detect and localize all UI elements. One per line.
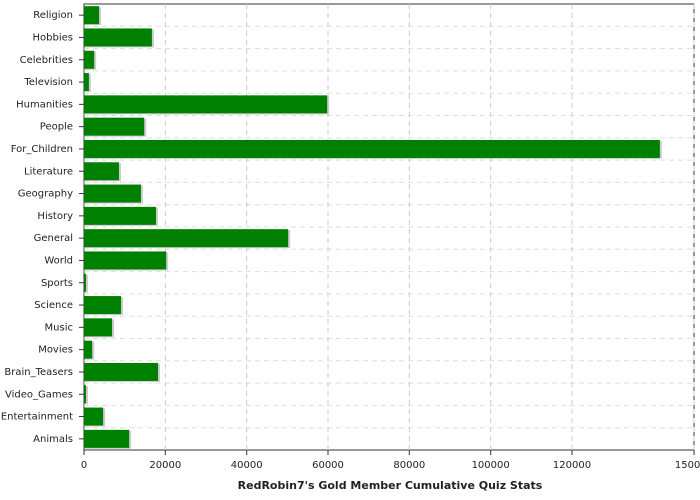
- bar: [84, 318, 113, 337]
- bar: [84, 251, 167, 270]
- bar: [84, 6, 100, 25]
- bar: [84, 340, 93, 359]
- bar: [84, 28, 152, 47]
- x-tick-label: 120000: [553, 460, 591, 471]
- y-tick-label: Celebrities: [20, 55, 73, 66]
- x-tick-label: 0: [81, 460, 87, 471]
- y-tick-label: Movies: [38, 345, 73, 356]
- bar: [84, 362, 159, 381]
- bar: [84, 139, 660, 158]
- bar: [84, 385, 87, 404]
- bar: [84, 162, 119, 181]
- bar: [84, 206, 156, 225]
- y-tick-label: Sports: [41, 278, 73, 289]
- x-tick-label: 60000: [312, 460, 344, 471]
- y-tick-label: Television: [23, 77, 73, 88]
- x-tick-label: 80000: [393, 460, 425, 471]
- y-tick-label: People: [40, 122, 73, 133]
- x-tick-label: 20000: [149, 460, 181, 471]
- y-tick-label: General: [34, 233, 73, 244]
- bar: [84, 73, 89, 92]
- bar: [84, 296, 122, 315]
- y-tick-label: Animals: [33, 434, 73, 445]
- x-tick-label: 150000: [675, 460, 700, 471]
- y-tick-label: History: [37, 211, 73, 222]
- bar: [84, 429, 130, 448]
- y-tick-label: Science: [34, 300, 73, 311]
- y-tick-label: Music: [45, 322, 73, 333]
- y-tick-label: Brain_Teasers: [4, 367, 73, 378]
- bar: [84, 229, 289, 248]
- y-tick-label: Geography: [18, 189, 73, 200]
- chart-title: RedRobin7's Gold Member Cumulative Quiz …: [238, 479, 543, 492]
- y-tick-label: World: [44, 255, 73, 266]
- y-tick-label: Entertainment: [1, 412, 73, 423]
- y-tick-label: Video_Games: [5, 389, 73, 400]
- y-tick-label: Religion: [33, 10, 73, 21]
- bar: [84, 95, 328, 114]
- y-tick-label: Humanities: [16, 99, 73, 110]
- bar: [84, 50, 95, 69]
- bar-shadow: [85, 274, 89, 293]
- x-tick-label: 100000: [472, 460, 510, 471]
- bar: [84, 184, 141, 203]
- y-tick-label: Literature: [24, 166, 73, 177]
- x-tick-label: 40000: [231, 460, 263, 471]
- bar-shadow: [85, 386, 89, 405]
- bar: [84, 273, 87, 292]
- bar: [84, 407, 104, 426]
- bar: [84, 117, 145, 136]
- y-tick-label: Hobbies: [33, 32, 73, 43]
- y-tick-label: For_Children: [11, 144, 73, 155]
